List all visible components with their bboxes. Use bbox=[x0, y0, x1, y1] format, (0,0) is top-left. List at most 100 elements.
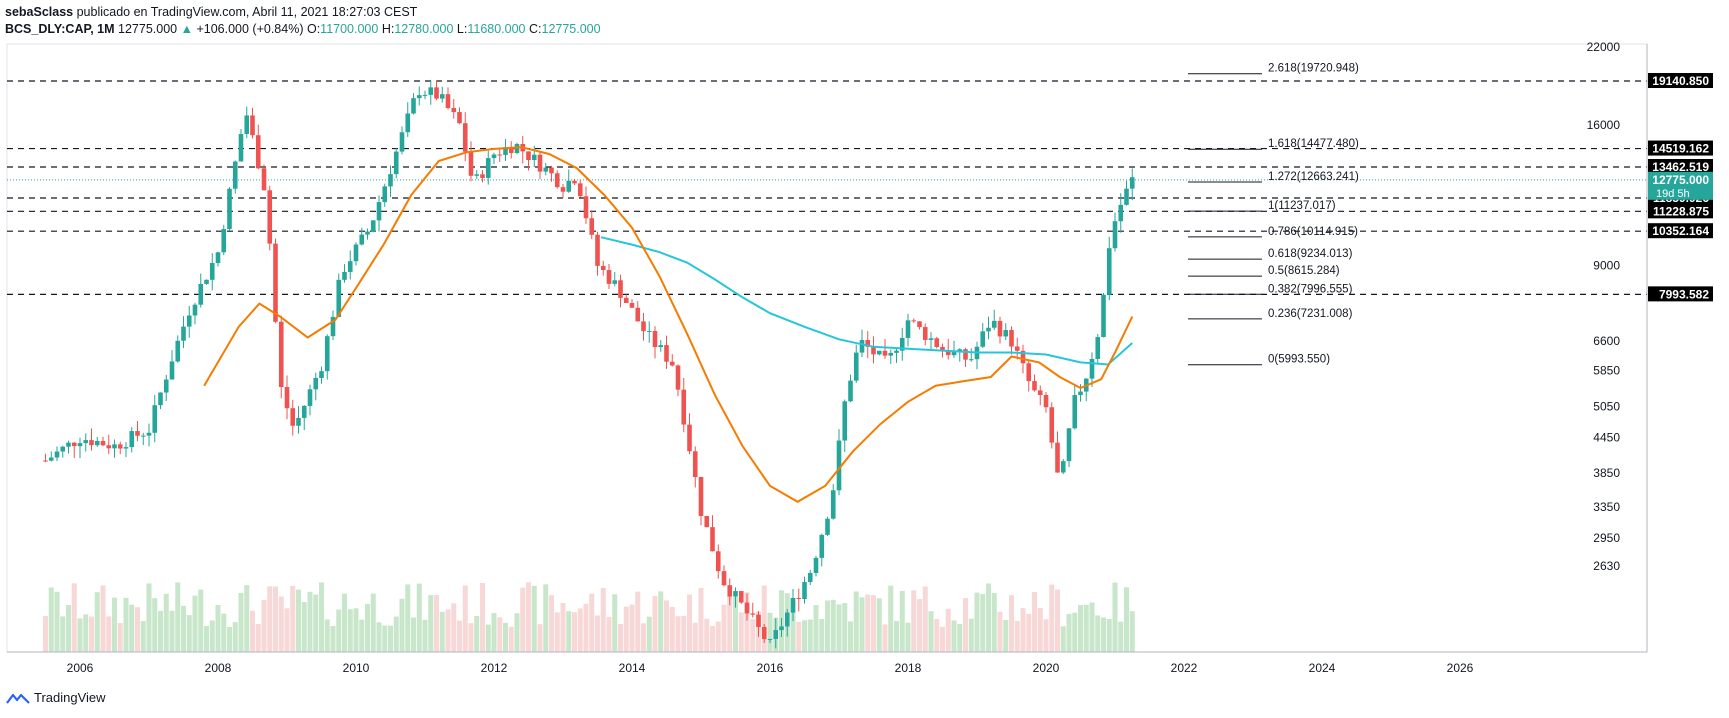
publisher-name[interactable]: sebaSclass bbox=[5, 5, 74, 19]
volume-bar bbox=[1101, 617, 1106, 652]
volume-bar bbox=[278, 596, 284, 652]
price-badge bbox=[1648, 171, 1713, 200]
candle-body bbox=[468, 151, 474, 176]
volume-bar bbox=[215, 605, 221, 652]
candle-body bbox=[48, 457, 54, 461]
volume-bar bbox=[934, 618, 940, 652]
candle-body bbox=[681, 389, 687, 425]
volume-bar bbox=[692, 622, 698, 652]
volume-bar bbox=[980, 594, 986, 652]
candle-body bbox=[756, 614, 761, 627]
candle-body bbox=[353, 244, 359, 262]
volume-bar bbox=[238, 592, 244, 652]
volume-bar bbox=[968, 618, 974, 652]
volume-bar bbox=[623, 606, 629, 652]
candle-body bbox=[917, 321, 922, 328]
y-tick-label: 16000 bbox=[1587, 118, 1621, 132]
volume-bar bbox=[1009, 595, 1014, 652]
candle-body bbox=[704, 515, 710, 528]
volume-bar bbox=[905, 622, 911, 652]
price-axis[interactable]: 22000 16000 9000 6600 5850 5050 4450 3850 3350 29… bbox=[1587, 40, 1621, 573]
volume-bar bbox=[221, 613, 227, 652]
candle-body bbox=[330, 316, 336, 337]
fibonacci-extension[interactable]: 2.618(19720.948) 1.618(14477.480) 1.272(12… bbox=[1188, 63, 1359, 366]
candle-body bbox=[968, 359, 974, 361]
volume-bar bbox=[894, 620, 899, 652]
volume-bar bbox=[1014, 620, 1020, 652]
volume-bar bbox=[842, 603, 848, 652]
volume-bar bbox=[140, 621, 146, 652]
y-tick-label: 5050 bbox=[1593, 400, 1620, 414]
volume-bar bbox=[721, 604, 727, 652]
fib-level-label: 0(5993.550) bbox=[1268, 354, 1330, 366]
volume-bar bbox=[382, 625, 388, 652]
candle-body bbox=[566, 180, 572, 192]
volume-bar bbox=[865, 594, 871, 652]
volume-bar bbox=[583, 603, 589, 652]
volume-bar bbox=[451, 603, 457, 652]
volume-bar bbox=[89, 616, 94, 652]
fib-level-label: 0.236(7231.008) bbox=[1268, 308, 1353, 320]
candle-body bbox=[1003, 330, 1009, 337]
volume-bar bbox=[738, 612, 744, 652]
candle-body bbox=[1055, 442, 1060, 473]
candle-body bbox=[399, 132, 405, 152]
candle-body bbox=[543, 167, 549, 172]
volume-bar bbox=[94, 592, 100, 652]
candle-body bbox=[1112, 221, 1118, 249]
volume-bar bbox=[204, 626, 209, 652]
candle-body bbox=[175, 340, 181, 362]
candle-body bbox=[842, 401, 848, 441]
candle-body bbox=[1095, 337, 1101, 359]
candle-body bbox=[66, 442, 71, 447]
candle-body bbox=[865, 340, 871, 347]
volume-bar bbox=[353, 608, 359, 652]
candle-body bbox=[853, 352, 859, 381]
volume-bar bbox=[135, 607, 140, 652]
candle-body bbox=[572, 180, 577, 184]
candle-body bbox=[324, 336, 330, 372]
candle-body bbox=[641, 321, 646, 332]
volume-bar bbox=[1049, 584, 1055, 652]
volume-bar bbox=[669, 606, 675, 652]
ma-slow-line bbox=[600, 236, 1133, 366]
price-badge bbox=[1648, 286, 1713, 302]
candle-body bbox=[1060, 461, 1066, 473]
volume-bar bbox=[43, 616, 48, 652]
y-tick-label: 6600 bbox=[1593, 334, 1620, 348]
candle-body bbox=[273, 243, 278, 322]
candle-body bbox=[129, 431, 135, 448]
candle-body bbox=[1020, 350, 1026, 364]
volume-bar bbox=[1032, 591, 1037, 652]
price-badge bbox=[1648, 159, 1713, 175]
volume-bar bbox=[462, 585, 468, 652]
candle-body bbox=[802, 582, 807, 600]
volume-bar bbox=[577, 608, 583, 652]
candle-body bbox=[94, 440, 100, 446]
volume-bar bbox=[698, 587, 704, 652]
price-badges: 19140.85014519.16213462.51911859.9261122… bbox=[1648, 73, 1713, 302]
candle-body bbox=[767, 638, 773, 640]
volume-bar bbox=[871, 595, 876, 652]
volume-bar bbox=[761, 585, 767, 652]
candle-body bbox=[1043, 395, 1049, 408]
volume-bar bbox=[727, 595, 733, 652]
candle-body bbox=[600, 265, 606, 271]
brand-name[interactable]: TradingView bbox=[34, 690, 106, 705]
candle-body bbox=[376, 202, 382, 221]
candle-body bbox=[675, 365, 681, 390]
candle-body bbox=[158, 392, 163, 406]
volume-bar bbox=[232, 622, 238, 652]
volume-bar bbox=[922, 586, 928, 652]
candle-body bbox=[365, 231, 370, 235]
candle-body bbox=[894, 350, 899, 353]
volume-bar bbox=[1043, 619, 1049, 652]
candle-body bbox=[669, 361, 675, 366]
candle-body bbox=[123, 447, 129, 449]
volume-bar bbox=[244, 585, 250, 652]
volume-bar bbox=[227, 626, 232, 652]
candle-body bbox=[227, 188, 232, 230]
volume-bar bbox=[566, 611, 572, 652]
time-axis[interactable]: 2006 2008 2010 2012 2014 2016 2018 2020 2022 2024… bbox=[67, 661, 1474, 675]
